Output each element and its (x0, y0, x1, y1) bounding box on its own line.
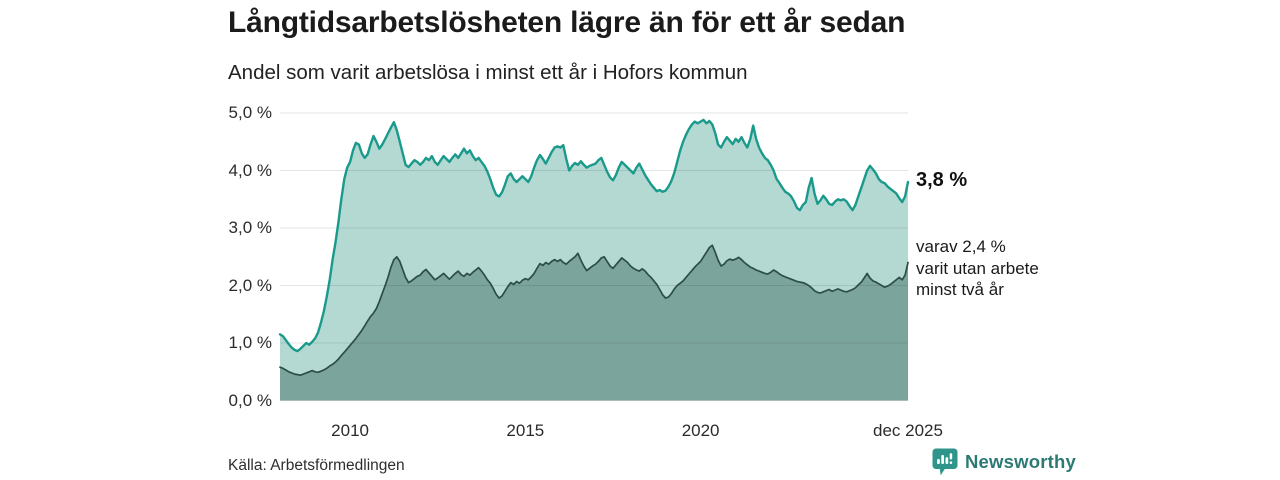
series-line-minst-ett-ar (278, 118, 910, 353)
end-value-label: 3,8 % (916, 169, 968, 191)
y-tick-label: 1,0 % (228, 333, 272, 352)
newsworthy-logo-icon (932, 448, 958, 476)
chart-subtitle: Andel som varit arbetslösa i minst ett å… (228, 61, 748, 84)
y-tick-label: 5,0 % (228, 103, 272, 122)
y-tick-label: 0,0 % (228, 390, 272, 410)
y-tick-label: 3,0 % (228, 218, 272, 237)
x-tick-label: dec 2025 (873, 421, 943, 440)
series-area-minst-tva-ar (280, 245, 908, 401)
newsworthy-logo-text: Newsworthy (965, 451, 1076, 472)
series-line-minst-tva-ar (279, 244, 909, 377)
y-tick-label: 4,0 % (228, 160, 272, 180)
newsworthy-logo: Newsworthy (932, 448, 1076, 476)
x-tick-label: 2020 (681, 421, 720, 440)
chart-title: Långtidsarbetslösheten lägre än för ett … (228, 6, 906, 39)
sub-annotation-label: varav 2,4 % varit utan arbete minst två … (916, 237, 1039, 299)
x-tick-label: 2010 (331, 421, 369, 440)
y-tick-label: 2,0 % (228, 275, 272, 295)
source-text: Källa: Arbetsförmedlingen (228, 457, 405, 474)
x-tick-label: 2015 (506, 421, 545, 440)
